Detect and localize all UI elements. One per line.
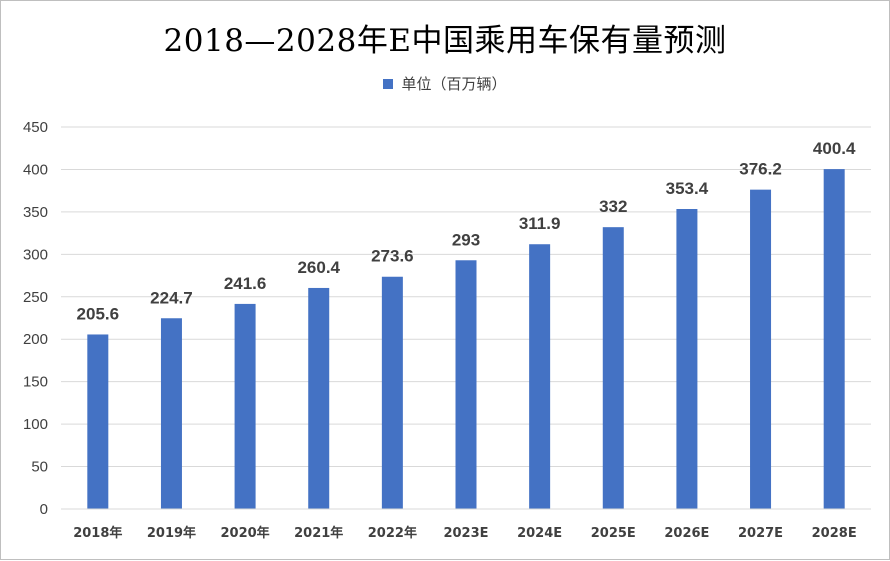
data-label: 260.4 — [297, 258, 340, 277]
x-tick-label: 2026E — [664, 526, 709, 541]
bar — [676, 209, 698, 509]
y-tick-label: 200 — [23, 331, 48, 348]
bar — [234, 303, 256, 509]
data-label: 376.2 — [739, 160, 782, 179]
y-tick-label: 400 — [23, 161, 48, 178]
y-tick-label: 100 — [23, 416, 48, 433]
x-tick-label: 2024E — [517, 526, 562, 541]
data-label: 311.9 — [519, 214, 561, 233]
y-tick-label: 300 — [23, 246, 48, 263]
data-label: 332 — [599, 197, 627, 216]
x-tick-label: 2028E — [812, 526, 857, 541]
data-label: 293 — [452, 230, 480, 249]
x-tick-label: 2020年 — [220, 525, 269, 541]
data-label: 205.6 — [77, 304, 120, 323]
data-label: 273.6 — [371, 247, 414, 266]
bar — [160, 318, 182, 509]
bar — [455, 260, 477, 509]
x-tick-label: 2023E — [443, 526, 488, 541]
y-tick-label: 450 — [23, 119, 48, 136]
data-label: 224.7 — [150, 288, 193, 307]
x-tick-label: 2019年 — [147, 525, 196, 541]
chart-title: 2018—2028年E中国乘用车保有量预测 — [163, 23, 727, 59]
bar — [381, 276, 403, 509]
x-tick-label: 2021年 — [294, 525, 343, 541]
bar — [750, 189, 772, 509]
data-label: 400.4 — [813, 139, 856, 158]
x-tick-label: 2027E — [738, 526, 783, 541]
legend-swatch — [383, 78, 394, 89]
bar — [823, 169, 845, 509]
bar — [87, 334, 109, 509]
data-label: 241.6 — [224, 274, 267, 293]
y-tick-label: 0 — [40, 501, 48, 518]
bar — [529, 244, 551, 509]
bar — [308, 287, 330, 509]
x-tick-label: 2018年 — [73, 525, 122, 541]
y-tick-label: 350 — [23, 204, 48, 221]
data-label: 353.4 — [666, 179, 709, 198]
chart-legend: 单位（百万辆） — [1, 73, 889, 94]
y-tick-label: 150 — [23, 374, 48, 391]
x-tick-label: 2025E — [591, 526, 636, 541]
legend-label: 单位（百万辆） — [401, 75, 507, 93]
bar — [602, 227, 624, 509]
y-tick-label: 50 — [31, 459, 48, 476]
x-tick-label: 2022年 — [368, 525, 417, 541]
y-tick-label: 250 — [23, 289, 48, 306]
